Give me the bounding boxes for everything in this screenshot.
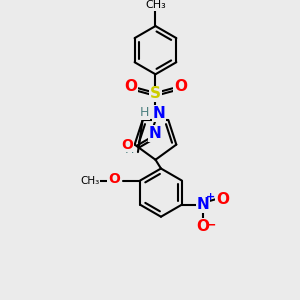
Text: −: − bbox=[206, 219, 217, 232]
Text: H: H bbox=[124, 143, 134, 156]
Text: +: + bbox=[206, 192, 215, 202]
Text: O: O bbox=[108, 172, 120, 187]
Text: O: O bbox=[124, 79, 137, 94]
Text: O: O bbox=[216, 192, 229, 207]
Text: N: N bbox=[149, 126, 162, 141]
Text: O: O bbox=[121, 138, 133, 152]
Text: CH₃: CH₃ bbox=[145, 0, 166, 10]
Text: O: O bbox=[174, 79, 187, 94]
Text: S: S bbox=[150, 86, 161, 101]
Text: N: N bbox=[152, 106, 165, 121]
Text: H: H bbox=[140, 106, 149, 119]
Text: N: N bbox=[196, 197, 209, 212]
Text: CH₃: CH₃ bbox=[80, 176, 99, 186]
Text: O: O bbox=[196, 219, 209, 234]
